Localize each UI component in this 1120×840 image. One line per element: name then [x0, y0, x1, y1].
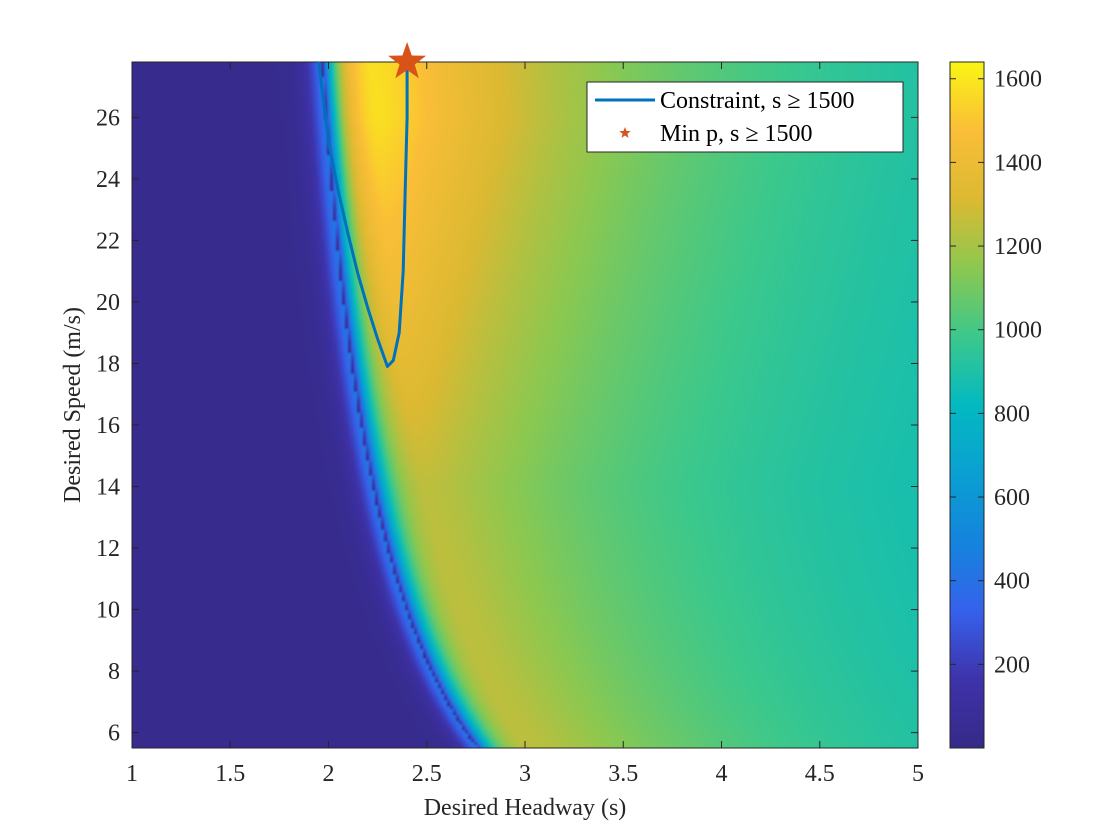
- series-layer: [317, 42, 427, 368]
- legend-box: [586, 81, 904, 153]
- y-tick-label: 18: [96, 351, 120, 377]
- legend-star-swatch: [619, 127, 631, 138]
- x-tick-label: 3.5: [608, 761, 638, 787]
- x-tick-label: 3: [519, 761, 531, 787]
- x-tick-label: 1.5: [215, 761, 245, 787]
- y-tick-label: 14: [96, 475, 120, 501]
- colorbar-ticks: 200 400 600 800 1000 1200 1400 1600: [950, 67, 1042, 678]
- colorbar-tick-label: 1200: [994, 234, 1042, 260]
- y-tick-label: 24: [96, 167, 120, 193]
- min-p-marker: [388, 42, 427, 79]
- y-tick-label: 22: [96, 228, 120, 254]
- x-tick-label: 2: [323, 761, 335, 787]
- x-axis-ticks: 1 1.5 2 2.5 3 3.5 4 4.5 5: [126, 62, 924, 787]
- colorbar: 200 400 600 800 1000 1200 1400 1600: [949, 61, 1042, 749]
- y-tick-label: 10: [96, 598, 120, 624]
- legend-label: Constraint, s ≥ 1500: [660, 88, 855, 114]
- y-tick-label: 16: [96, 413, 120, 439]
- y-axis-ticks: 6 8 10 12 14 16 18 20 22 24 26: [96, 105, 918, 747]
- y-tick-label: 8: [108, 659, 120, 685]
- legend-label: Min p, s ≥ 1500: [660, 121, 813, 147]
- y-axis-title: Desired Speed (m/s): [60, 307, 86, 503]
- y-tick-label: 6: [108, 721, 120, 747]
- plot-area: [132, 62, 918, 748]
- legend: Constraint, s ≥ 1500 Min p, s ≥ 1500: [586, 81, 904, 153]
- colorbar-tick-label: 400: [994, 569, 1030, 595]
- colorbar-tick-label: 1400: [994, 150, 1042, 176]
- y-tick-label: 26: [96, 105, 120, 131]
- colorbar-tick-label: 1000: [994, 318, 1042, 344]
- y-tick-label: 12: [96, 536, 120, 562]
- x-tick-label: 5: [912, 761, 924, 787]
- colorbar-tick-label: 600: [994, 485, 1030, 511]
- constraint-line: [317, 61, 409, 368]
- colorbar-tick-label: 1600: [994, 67, 1042, 93]
- x-tick-label: 2.5: [412, 761, 442, 787]
- x-axis-title: Desired Headway (s): [424, 795, 627, 821]
- colorbar-fill: [949, 61, 985, 749]
- x-tick-label: 4: [716, 761, 728, 787]
- x-tick-label: 4.5: [805, 761, 835, 787]
- x-tick-label: 1: [126, 761, 138, 787]
- colorbar-tick-label: 800: [994, 401, 1030, 427]
- y-tick-label: 20: [96, 290, 120, 316]
- heatmap-surface: [132, 62, 918, 748]
- colorbar-tick-label: 200: [994, 652, 1030, 678]
